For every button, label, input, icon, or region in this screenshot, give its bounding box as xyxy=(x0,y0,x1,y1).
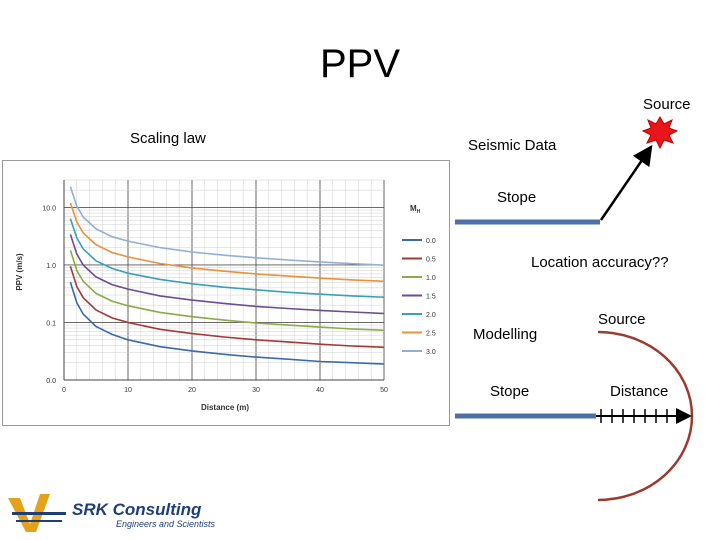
series-line-1.0 xyxy=(69,250,385,332)
x-tick-label: 30 xyxy=(252,387,260,394)
source-label-top: Source xyxy=(643,96,691,113)
series-line-3.0 xyxy=(69,186,385,266)
modelling-label: Modelling xyxy=(473,326,538,343)
series-line-1.5 xyxy=(69,234,385,315)
x-tick-label: 50 xyxy=(380,387,388,394)
source-stope-diagram xyxy=(455,115,694,502)
location-accuracy-label: Location accuracy?? xyxy=(531,254,669,271)
chart-frame xyxy=(2,160,450,426)
source-burst-icon xyxy=(641,115,679,150)
logo-bars-shape xyxy=(12,512,66,522)
y-tick-label: 10.0 xyxy=(42,205,56,212)
y-axis-label: PPV (m/s) xyxy=(15,253,24,291)
srk-logo-mark-icon xyxy=(8,494,66,532)
ppv-chart: 0 10 20 30 40 50 10.0 1.0 0.1 0.0 PPV (m/s) Dista… xyxy=(2,160,450,426)
seismic-data-label: Seismic Data xyxy=(468,137,557,154)
logo-name: SRK Consulting xyxy=(72,500,202,519)
legend-label-3.0: 3.0 xyxy=(426,349,436,356)
series-line-2.5 xyxy=(69,202,385,283)
y-tick-label: 0.0 xyxy=(46,378,56,385)
y-tick-label: 1.0 xyxy=(46,263,56,270)
x-tick-label: 10 xyxy=(124,387,132,394)
logo-tagline: Engineers and Scientists xyxy=(116,519,216,529)
x-tick-label: 0 xyxy=(62,387,66,394)
scaling-law-label: Scaling law xyxy=(130,130,206,147)
srk-logo: SRK Consulting Engineers and Scientists xyxy=(8,494,216,532)
seismic-arrow xyxy=(599,144,653,221)
chart-lines xyxy=(69,186,385,365)
stope-label-top: Stope xyxy=(497,189,537,206)
source-label-bottom: Source xyxy=(598,311,646,328)
distance-ticks xyxy=(600,409,679,423)
stope-label-bottom: Stope xyxy=(490,383,530,400)
chart-legend: 0.0 0.5 1.0 1.5 2.0 2.5 3.0 xyxy=(402,238,436,356)
x-tick-label: 20 xyxy=(188,387,196,394)
y-tick-label: 0.1 xyxy=(46,320,56,327)
x-tick-label: 40 xyxy=(316,387,324,394)
legend-label-2.5: 2.5 xyxy=(426,331,436,338)
legend-label-2.0: 2.0 xyxy=(426,312,436,319)
logo-chevron-shape xyxy=(8,494,50,532)
legend-title: MH xyxy=(410,204,421,215)
slide-title: PPV xyxy=(319,42,401,86)
chart-axes: 0 10 20 30 40 50 10.0 1.0 0.1 0.0 xyxy=(42,180,388,394)
series-line-0.5 xyxy=(69,265,385,349)
legend-label-1.5: 1.5 xyxy=(426,294,436,301)
series-line-0.0 xyxy=(69,282,385,365)
legend-label-1.0: 1.0 xyxy=(426,275,436,282)
legend-label-0.0: 0.0 xyxy=(426,238,436,245)
distance-label: Distance xyxy=(610,383,669,400)
series-line-2.0 xyxy=(69,218,385,298)
legend-label-0.5: 0.5 xyxy=(426,257,436,264)
x-axis-label: Distance (m) xyxy=(201,403,249,412)
